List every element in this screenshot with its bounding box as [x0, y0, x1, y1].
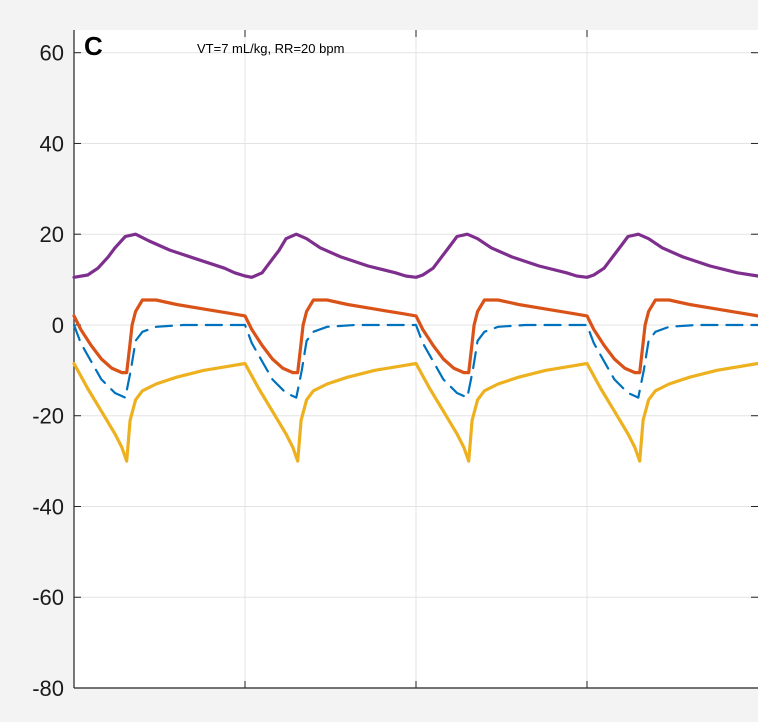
series-line-2: [72, 298, 758, 375]
y-tick-label: 60: [40, 41, 64, 66]
series-line-4: [72, 361, 758, 463]
y-tick-label: 20: [40, 222, 64, 247]
y-tick-label: 40: [40, 131, 64, 156]
series-line-3: [72, 323, 758, 399]
series-lines: [72, 232, 758, 463]
y-axis: 60 40 20 0 -20 -40 -60 -80: [32, 30, 758, 701]
chart-annotation: VT=7 mL/kg, RR=20 bpm: [197, 41, 344, 56]
series-line-1: [72, 232, 758, 279]
y-tick-label: -80: [32, 676, 64, 701]
y-tick-label: -40: [32, 494, 64, 519]
panel-label: C: [84, 31, 103, 61]
y-tick-label: 0: [52, 313, 64, 338]
y-tick-label: -20: [32, 404, 64, 429]
y-tick-label: -60: [32, 585, 64, 610]
